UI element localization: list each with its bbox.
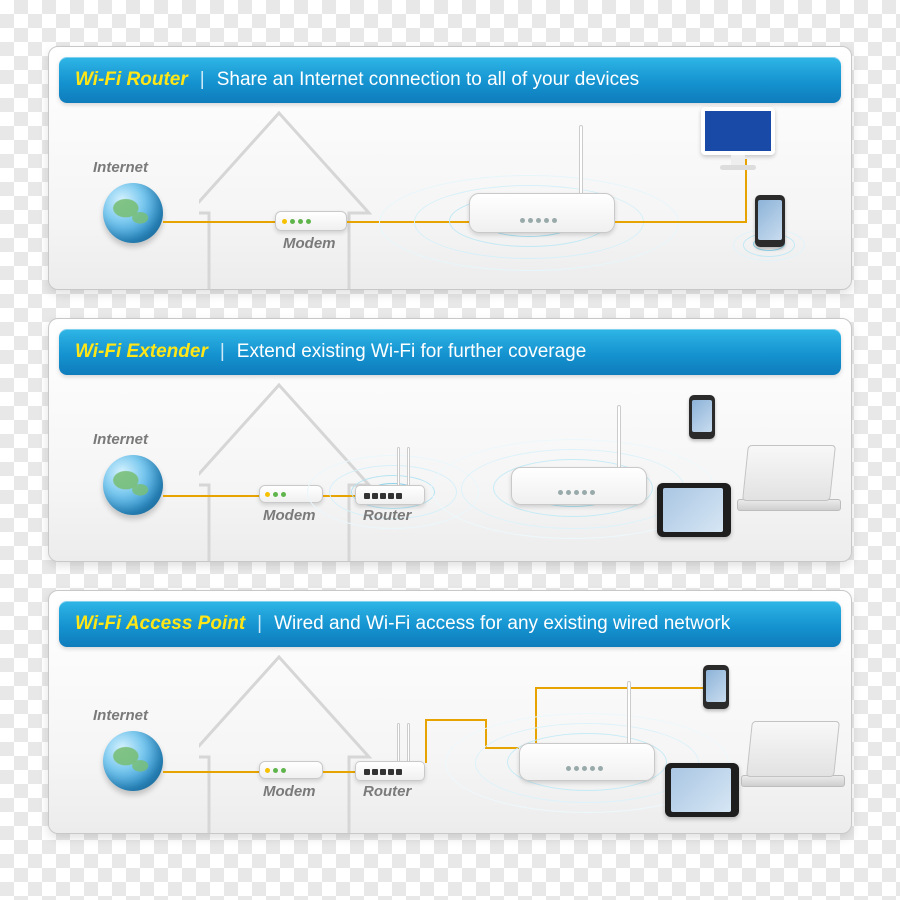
cable bbox=[535, 687, 709, 689]
internet-label: Internet bbox=[93, 431, 148, 448]
antenna-icon bbox=[579, 125, 583, 195]
phone-icon bbox=[703, 665, 729, 709]
antenna-icon bbox=[397, 447, 400, 489]
router-label: Router bbox=[363, 507, 411, 524]
laptop-icon bbox=[749, 721, 845, 787]
panel-ap-body: Internet Modem Router bbox=[49, 647, 851, 834]
cable bbox=[425, 719, 427, 763]
mode-desc: Share an Internet connection to all of y… bbox=[217, 69, 639, 91]
panel-ap-bar: Wi-Fi Access Point | Wired and Wi-Fi acc… bbox=[59, 601, 841, 647]
antenna-icon bbox=[617, 405, 621, 469]
globe-icon bbox=[103, 183, 163, 243]
mode-desc: Extend existing Wi-Fi for further covera… bbox=[237, 341, 587, 363]
cable bbox=[163, 771, 259, 773]
router-label: Router bbox=[363, 783, 411, 800]
panel-extender: Wi-Fi Extender | Extend existing Wi-Fi f… bbox=[48, 318, 852, 562]
panel-ap: Wi-Fi Access Point | Wired and Wi-Fi acc… bbox=[48, 590, 852, 834]
globe-icon bbox=[103, 731, 163, 791]
mode-desc: Wired and Wi-Fi access for any existing … bbox=[274, 613, 730, 635]
globe-icon bbox=[103, 455, 163, 515]
mode-label: Wi-Fi Router bbox=[75, 69, 188, 91]
panel-router-bar: Wi-Fi Router | Share an Internet connect… bbox=[59, 57, 841, 103]
cable bbox=[323, 771, 355, 773]
separator: | bbox=[257, 613, 262, 635]
cable bbox=[615, 221, 745, 223]
small-router-icon bbox=[355, 485, 425, 505]
tablet-icon bbox=[657, 483, 731, 537]
panel-router: Wi-Fi Router | Share an Internet connect… bbox=[48, 46, 852, 290]
router-icon bbox=[519, 743, 655, 781]
laptop-icon bbox=[745, 445, 841, 511]
antenna-icon bbox=[407, 447, 410, 489]
separator: | bbox=[220, 341, 225, 363]
switch-icon bbox=[355, 761, 425, 781]
modem-label: Modem bbox=[283, 235, 336, 252]
panel-router-body: Internet Modem bbox=[49, 103, 851, 290]
cable bbox=[163, 221, 275, 223]
antenna-icon bbox=[397, 723, 400, 765]
mode-label: Wi-Fi Extender bbox=[75, 341, 208, 363]
router-icon bbox=[511, 467, 647, 505]
antenna-icon bbox=[627, 681, 631, 745]
router-icon bbox=[469, 193, 615, 233]
modem-icon bbox=[259, 761, 323, 779]
separator: | bbox=[200, 69, 205, 91]
panel-extender-bar: Wi-Fi Extender | Extend existing Wi-Fi f… bbox=[59, 329, 841, 375]
monitor-icon bbox=[701, 107, 775, 170]
antenna-icon bbox=[407, 723, 410, 765]
phone-icon bbox=[755, 195, 785, 247]
modem-label: Modem bbox=[263, 783, 316, 800]
internet-label: Internet bbox=[93, 707, 148, 724]
cable bbox=[163, 495, 259, 497]
modem-icon bbox=[275, 211, 347, 231]
tablet-icon bbox=[665, 763, 739, 817]
internet-label: Internet bbox=[93, 159, 148, 176]
mode-label: Wi-Fi Access Point bbox=[75, 613, 245, 635]
panel-extender-body: Internet Modem Router bbox=[49, 375, 851, 562]
phone-icon bbox=[689, 395, 715, 439]
